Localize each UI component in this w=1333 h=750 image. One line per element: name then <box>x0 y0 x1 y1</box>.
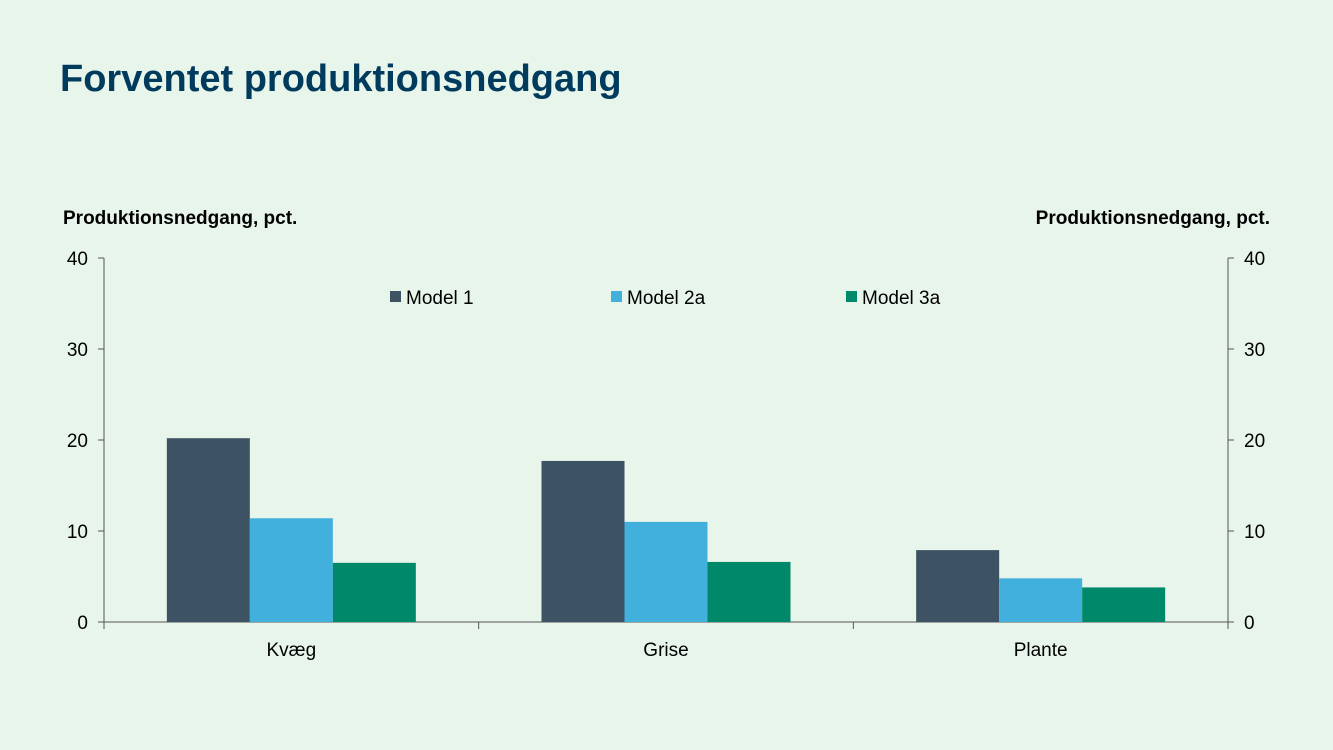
bar-model-3a-grise <box>707 561 791 622</box>
legend-swatch-model-3a <box>846 291 857 302</box>
y-tick-label-right: 0 <box>1244 613 1255 634</box>
x-tick-label: Kvæg <box>267 640 317 661</box>
y-tick-label-left: 40 <box>67 249 88 270</box>
y-tick-label-left: 20 <box>67 431 88 452</box>
y-tick-label-left: 10 <box>67 522 88 543</box>
y-tick-label-left: 0 <box>77 613 88 634</box>
legend-label-model-1: Model 1 <box>406 288 474 309</box>
y-tick-label-right: 20 <box>1244 431 1265 452</box>
page-title: Forventet produktionsnedgang <box>60 58 622 100</box>
bar-model-3a-plante <box>1082 587 1166 622</box>
bar-model-2a-grise <box>624 521 708 622</box>
bar-model-1-kvæg <box>166 438 250 622</box>
y-axis-label-left: Produktionsnedgang, pct. <box>63 208 298 229</box>
bar-model-2a-kvæg <box>249 518 333 622</box>
x-tick-label: Grise <box>643 640 688 661</box>
bar-model-2a-plante <box>999 578 1083 622</box>
legend-swatch-model-2a <box>611 291 622 302</box>
bar-model-3a-kvæg <box>332 562 416 622</box>
y-tick-label-right: 10 <box>1244 522 1265 543</box>
x-tick-label: Plante <box>1014 640 1068 661</box>
bar-model-1-grise <box>541 460 625 622</box>
bar-model-1-plante <box>916 550 1000 622</box>
legend-swatch-model-1 <box>390 291 401 302</box>
y-tick-label-right: 30 <box>1244 340 1265 361</box>
y-axis-label-right: Produktionsnedgang, pct. <box>1035 208 1270 229</box>
y-tick-label-right: 40 <box>1244 249 1265 270</box>
y-tick-label-left: 30 <box>67 340 88 361</box>
legend-label-model-3a: Model 3a <box>862 288 941 309</box>
legend-label-model-2a: Model 2a <box>627 288 706 309</box>
